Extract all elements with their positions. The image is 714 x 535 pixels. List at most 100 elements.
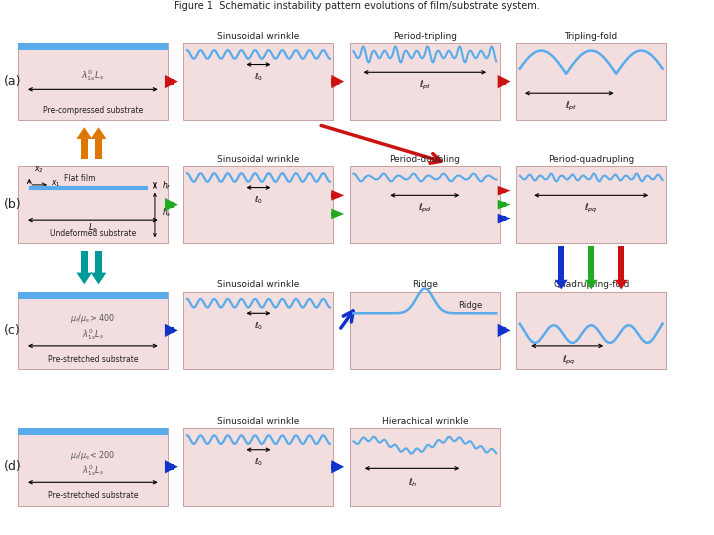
Bar <box>516 166 666 243</box>
Bar <box>350 43 500 120</box>
Text: $\mu_f/\mu_s > 400$: $\mu_f/\mu_s > 400$ <box>71 312 115 325</box>
Text: $\ell_0$: $\ell_0$ <box>254 195 263 206</box>
Bar <box>165 202 174 208</box>
Polygon shape <box>331 75 344 88</box>
Bar <box>516 43 666 120</box>
Bar <box>81 139 88 159</box>
Text: Sinusoidal wrinkle: Sinusoidal wrinkle <box>217 155 300 164</box>
Text: $\mu_f/\mu_s < 200$: $\mu_f/\mu_s < 200$ <box>71 449 115 462</box>
Polygon shape <box>165 460 178 473</box>
Text: Flat film: Flat film <box>64 174 96 183</box>
Text: (a): (a) <box>4 75 21 88</box>
Text: Period-quadrupling: Period-quadrupling <box>548 155 634 164</box>
Text: $\ell_{pd}$: $\ell_{pd}$ <box>418 202 432 216</box>
Text: Undeformed substrate: Undeformed substrate <box>50 229 136 238</box>
Bar <box>498 327 506 333</box>
Text: $\lambda_{1s}^0 L_s$: $\lambda_{1s}^0 L_s$ <box>82 327 104 342</box>
Polygon shape <box>76 127 92 139</box>
Polygon shape <box>165 75 178 88</box>
Polygon shape <box>331 460 344 473</box>
Text: $h_s$: $h_s$ <box>162 207 171 219</box>
Text: $x_1$: $x_1$ <box>51 178 61 188</box>
Bar <box>588 246 594 280</box>
Text: $\ell_h$: $\ell_h$ <box>408 476 418 488</box>
Bar <box>516 292 666 369</box>
Bar <box>498 188 506 193</box>
Polygon shape <box>555 280 568 289</box>
Polygon shape <box>498 75 511 88</box>
Polygon shape <box>91 272 106 285</box>
Text: $\ell_0$: $\ell_0$ <box>254 320 263 332</box>
Polygon shape <box>165 324 178 337</box>
Bar <box>498 202 506 207</box>
Bar <box>183 43 333 120</box>
Bar <box>331 211 339 216</box>
Text: Period-doubling: Period-doubling <box>389 155 461 164</box>
Text: (c): (c) <box>4 324 20 337</box>
Polygon shape <box>91 127 106 139</box>
Text: $\lambda_{1s}^0 L_s$: $\lambda_{1s}^0 L_s$ <box>81 68 104 83</box>
Bar <box>165 464 174 470</box>
Bar <box>18 43 168 120</box>
Text: $\ell_0$: $\ell_0$ <box>254 457 263 468</box>
Text: $\ell_{pq}$: $\ell_{pq}$ <box>584 202 598 216</box>
Bar <box>498 79 506 85</box>
Bar <box>183 166 333 243</box>
Bar <box>18 428 168 506</box>
Bar <box>18 428 168 435</box>
Bar <box>558 246 564 280</box>
Text: Pre-stretched substrate: Pre-stretched substrate <box>48 355 138 364</box>
Text: Pre-compressed substrate: Pre-compressed substrate <box>43 106 143 115</box>
Polygon shape <box>165 198 178 211</box>
Text: Period-tripling: Period-tripling <box>393 32 457 41</box>
Bar <box>18 292 168 299</box>
Bar <box>498 217 506 221</box>
Bar <box>165 327 174 333</box>
Bar <box>331 464 339 470</box>
Bar <box>331 193 339 198</box>
Text: $\ell_{pt}$: $\ell_{pt}$ <box>565 100 578 113</box>
Bar <box>350 292 500 369</box>
Polygon shape <box>615 280 628 289</box>
Text: Tripling-fold: Tripling-fold <box>565 32 618 41</box>
Text: Quadrupling-fold: Quadrupling-fold <box>553 280 629 289</box>
Bar <box>18 43 168 50</box>
Polygon shape <box>331 209 344 219</box>
Polygon shape <box>498 324 511 337</box>
Text: Sinusoidal wrinkle: Sinusoidal wrinkle <box>217 32 300 41</box>
Text: $h_f$: $h_f$ <box>162 179 171 192</box>
Bar <box>95 139 102 159</box>
Bar <box>350 166 500 243</box>
Polygon shape <box>585 280 598 289</box>
Polygon shape <box>331 190 344 201</box>
Text: $\ell_0$: $\ell_0$ <box>254 72 263 83</box>
Text: Sinusoidal wrinkle: Sinusoidal wrinkle <box>217 417 300 426</box>
Bar <box>18 292 168 369</box>
Text: $\ell_{pq}$: $\ell_{pq}$ <box>562 354 575 366</box>
Polygon shape <box>498 200 511 209</box>
Text: $\lambda_{1s}^0 L_s$: $\lambda_{1s}^0 L_s$ <box>82 463 104 478</box>
Bar <box>183 428 333 506</box>
Text: Pre-stretched substrate: Pre-stretched substrate <box>48 491 138 500</box>
Text: Ridge: Ridge <box>412 280 438 289</box>
Text: $\ell_{pt}$: $\ell_{pt}$ <box>418 79 431 93</box>
Bar <box>331 79 339 85</box>
Text: Figure 1  Schematic instability pattern evolutions of film/substrate system.: Figure 1 Schematic instability pattern e… <box>174 1 540 11</box>
Bar <box>350 428 500 506</box>
Polygon shape <box>76 272 92 285</box>
Polygon shape <box>498 186 511 195</box>
Bar <box>95 250 102 272</box>
Text: Ridge: Ridge <box>458 301 482 310</box>
Bar <box>618 246 624 280</box>
Text: $L_s$: $L_s$ <box>88 221 98 234</box>
Polygon shape <box>498 214 511 224</box>
Text: (b): (b) <box>4 198 21 211</box>
Bar <box>81 250 88 272</box>
Text: Sinusoidal wrinkle: Sinusoidal wrinkle <box>217 280 300 289</box>
Text: Hierachical wrinkle: Hierachical wrinkle <box>381 417 468 426</box>
Bar <box>165 79 174 85</box>
Text: $x_2$: $x_2$ <box>34 164 43 175</box>
Text: (d): (d) <box>4 460 21 473</box>
Bar <box>18 166 168 243</box>
Bar <box>183 292 333 369</box>
